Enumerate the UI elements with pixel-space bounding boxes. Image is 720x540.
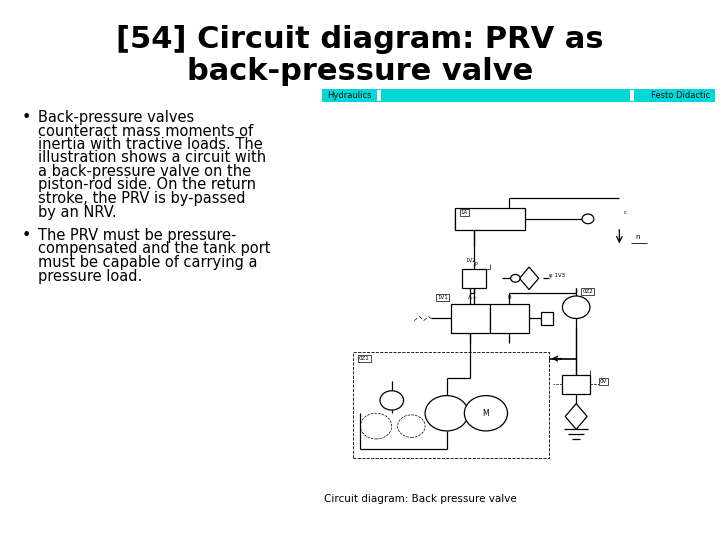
Text: Circuit diagram: Back pressure valve: Circuit diagram: Back pressure valve xyxy=(324,495,517,504)
Circle shape xyxy=(510,274,520,282)
Circle shape xyxy=(562,296,590,319)
Text: •: • xyxy=(22,228,32,243)
Text: 1V1: 1V1 xyxy=(437,295,448,300)
Bar xyxy=(353,352,549,458)
Text: 1A: 1A xyxy=(461,210,468,215)
Text: c: c xyxy=(624,210,626,215)
Text: Back-pressure valves: Back-pressure valves xyxy=(38,110,194,125)
Text: pressure load.: pressure load. xyxy=(38,268,143,284)
Text: •: • xyxy=(22,110,32,125)
Bar xyxy=(377,90,381,101)
Text: counteract mass moments of: counteract mass moments of xyxy=(38,124,253,138)
Text: B: B xyxy=(508,295,511,300)
Text: P: P xyxy=(474,262,477,267)
Bar xyxy=(562,375,590,394)
Text: ..: .. xyxy=(546,316,548,320)
Text: Hydraulics: Hydraulics xyxy=(327,91,372,100)
Text: [54] Circuit diagram: PRV as: [54] Circuit diagram: PRV as xyxy=(116,25,604,55)
Bar xyxy=(454,208,525,230)
Text: back-pressure valve: back-pressure valve xyxy=(187,57,533,86)
Text: 1V2: 1V2 xyxy=(465,258,476,263)
Circle shape xyxy=(582,214,594,224)
Text: piston-rod side. On the return: piston-rod side. On the return xyxy=(38,178,256,192)
Circle shape xyxy=(380,391,403,410)
Bar xyxy=(451,304,490,333)
Circle shape xyxy=(425,396,468,431)
Text: must be capable of carrying a: must be capable of carrying a xyxy=(38,255,258,270)
Circle shape xyxy=(464,396,508,431)
Polygon shape xyxy=(565,403,588,429)
Text: The PRV must be pressure-: The PRV must be pressure- xyxy=(38,228,236,243)
Text: φ 1V3: φ 1V3 xyxy=(549,273,564,278)
Text: by an NRV.: by an NRV. xyxy=(38,205,117,219)
Text: n: n xyxy=(635,233,639,240)
Text: A: A xyxy=(468,295,472,300)
Bar xyxy=(630,90,634,101)
Bar xyxy=(490,304,529,333)
Text: Festo Didactic: Festo Didactic xyxy=(651,91,710,100)
Polygon shape xyxy=(519,267,539,289)
Text: illustration shows a circuit with: illustration shows a circuit with xyxy=(38,151,266,165)
Text: 0Z1: 0Z1 xyxy=(359,356,369,361)
Text: T: T xyxy=(472,296,476,302)
Text: inertia with tractive loads. The: inertia with tractive loads. The xyxy=(38,137,263,152)
Bar xyxy=(541,312,553,325)
Text: compensated and the tank port: compensated and the tank port xyxy=(38,241,271,256)
Bar xyxy=(462,269,486,288)
Text: a back-pressure valve on the: a back-pressure valve on the xyxy=(38,164,251,179)
Text: 0Z2: 0Z2 xyxy=(582,289,593,294)
Text: stroke, the PRV is by-passed: stroke, the PRV is by-passed xyxy=(38,191,246,206)
Bar xyxy=(322,89,715,102)
Text: 0V: 0V xyxy=(600,379,607,383)
Text: M: M xyxy=(482,409,490,418)
